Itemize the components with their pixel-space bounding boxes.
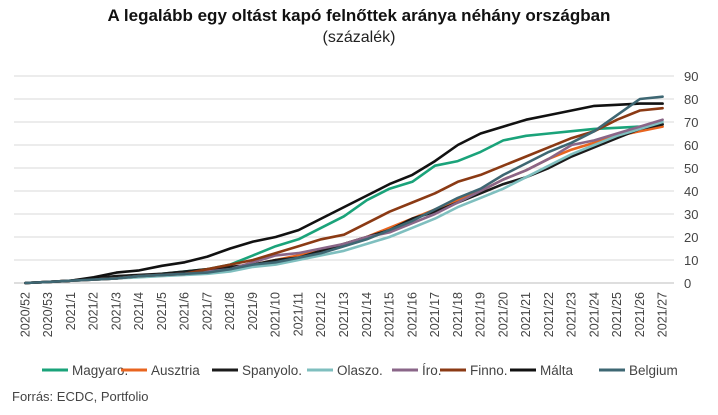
- series-line: [24, 120, 664, 285]
- y-tick-label: 80: [684, 92, 698, 107]
- x-tick-label: 2021/12: [314, 292, 328, 337]
- y-tick-label: 50: [684, 161, 698, 176]
- series-line: [24, 95, 664, 285]
- x-tick-label: 2021/11: [291, 292, 305, 336]
- y-tick-label: 0: [684, 276, 691, 291]
- series-line: [24, 102, 664, 285]
- source-note: Forrás: ECDC, Portfolio: [12, 389, 149, 404]
- y-tick-label: 30: [684, 207, 698, 222]
- x-tick-label: 2021/8: [223, 292, 237, 330]
- series-lines: [24, 95, 664, 285]
- x-tick-label: 2021/15: [383, 292, 397, 337]
- x-tick-label: 2021/13: [337, 292, 351, 337]
- x-tick-label: 2021/18: [451, 292, 465, 337]
- x-tick-label: 2021/20: [496, 292, 510, 337]
- legend-label: Olaszo.: [337, 363, 383, 378]
- x-tick-label: 2021/10: [269, 292, 283, 337]
- x-tick-labels: 2020/52 2020/53 2021/1 2021/2 2021/3 2021/4 20…: [18, 292, 669, 337]
- legend-label: Spanyolo.: [242, 363, 302, 378]
- chart-title: A legalább egy oltást kapó felnőttek ará…: [107, 6, 611, 25]
- x-tick-label: 2021/4: [132, 292, 146, 330]
- x-tick-label: 2020/52: [18, 292, 32, 337]
- y-tick-label: 20: [684, 230, 698, 245]
- legend: Magyaro. Ausztria Spanyolo. Olaszo. Íro. Finn…: [42, 363, 678, 378]
- legend-label: Belgium: [629, 363, 678, 378]
- x-tick-label: 2021/23: [565, 292, 579, 337]
- series-line: [24, 106, 664, 285]
- x-tick-label: 2021/1: [64, 292, 78, 330]
- x-tick-label: 2021/24: [587, 292, 601, 337]
- y-tick-label: 40: [684, 184, 698, 199]
- y-tick-label: 70: [684, 115, 698, 130]
- x-tick-label: 2021/22: [542, 292, 556, 337]
- chart-subtitle: (százalék): [322, 29, 396, 46]
- legend-label: Íro.: [422, 363, 442, 378]
- x-tick-label: 2021/3: [109, 292, 123, 330]
- legend-label: Ausztria: [151, 363, 200, 378]
- y-tick-labels: 0 10 20 30 40 50 60 70 80 90: [684, 69, 698, 291]
- x-tick-label: 2021/26: [633, 292, 647, 337]
- x-tick-label: 2021/21: [519, 292, 533, 337]
- x-tick-label: 2021/6: [178, 292, 192, 330]
- legend-label: Málta: [540, 363, 574, 378]
- legend-label: Magyaro.: [72, 363, 128, 378]
- legend-label: Finno.: [470, 363, 508, 378]
- x-tick-label: 2021/19: [474, 292, 488, 337]
- x-tick-label: 2021/14: [360, 292, 374, 337]
- x-tick-label: 2021/17: [428, 292, 442, 337]
- x-tick-label: 2021/5: [155, 292, 169, 330]
- x-tick-label: 2021/9: [246, 292, 260, 330]
- x-tick-label: 2021/27: [656, 292, 670, 337]
- x-tick-label: 2020/53: [41, 292, 55, 337]
- x-tick-label: 2021/7: [200, 292, 214, 330]
- x-tick-label: 2021/2: [87, 292, 101, 330]
- x-tick-label: 2021/16: [405, 292, 419, 337]
- y-tick-label: 10: [684, 253, 698, 268]
- y-tick-label: 90: [684, 69, 698, 84]
- y-tick-label: 60: [684, 138, 698, 153]
- x-tick-label: 2021/25: [610, 292, 624, 337]
